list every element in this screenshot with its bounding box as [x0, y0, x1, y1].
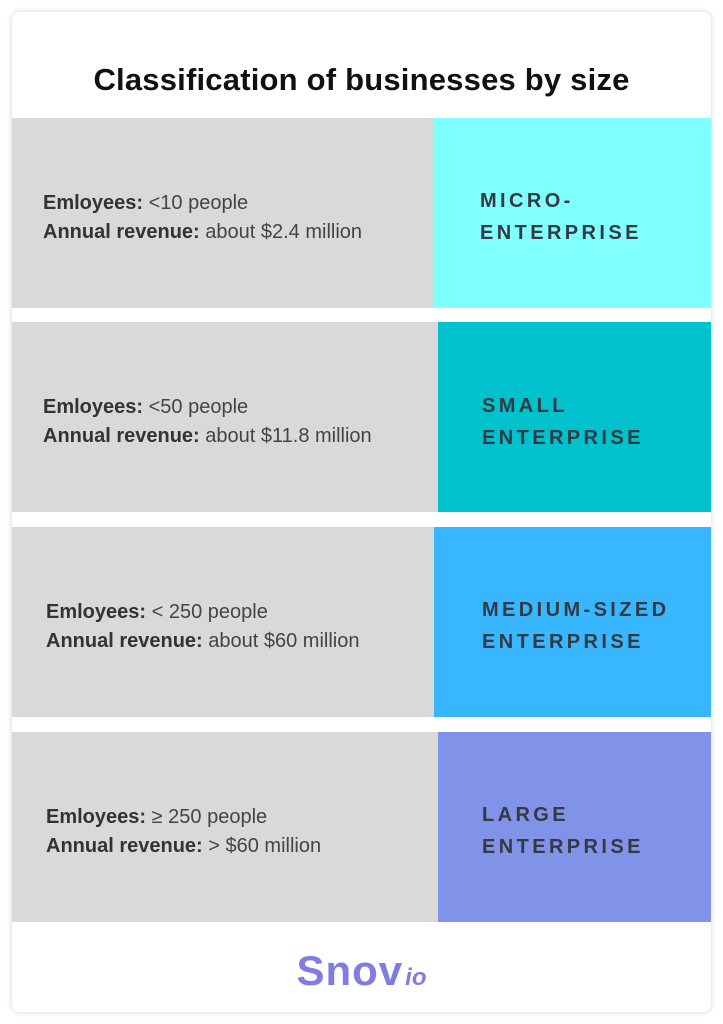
- employees-line: Emloyees: <50 people: [43, 393, 372, 422]
- revenue-label: Annual revenue:: [43, 425, 200, 447]
- page-title: Classification of businesses by size: [93, 62, 630, 97]
- row-micro-enterprise: Emloyees: <10 people Annual revenue: abo…: [12, 118, 711, 308]
- employees-line: Emloyees: < 250 people: [46, 598, 359, 627]
- size-label-panel: SMALL ENTERPRISE: [438, 322, 711, 512]
- revenue-line: Annual revenue: about $60 million: [46, 627, 359, 656]
- size-name: MICRO- ENTERPRISE: [480, 190, 642, 244]
- row-info: Emloyees: <10 people Annual revenue: abo…: [12, 118, 434, 308]
- revenue-value: about $2.4 million: [205, 221, 363, 243]
- logo-sub-text: io: [405, 964, 427, 991]
- snovio-logo: Snovio: [12, 947, 711, 995]
- revenue-line: Annual revenue: about $2.4 million: [43, 218, 362, 247]
- revenue-line: Annual revenue: > $60 million: [46, 832, 321, 861]
- size-label-panel: LARGE ENTERPRISE: [438, 732, 711, 922]
- row-large-enterprise: Emloyees: ≥ 250 people Annual revenue: >…: [12, 732, 711, 922]
- revenue-label: Annual revenue:: [46, 630, 203, 652]
- revenue-value: > $60 million: [208, 835, 322, 857]
- employees-label: Emloyees:: [46, 601, 147, 623]
- employees-label: Emloyees:: [43, 396, 144, 418]
- employees-line: Emloyees: <10 people: [43, 189, 362, 218]
- revenue-label: Annual revenue:: [46, 835, 203, 857]
- logo-main-text: Snov: [296, 947, 404, 994]
- revenue-label: Annual revenue:: [43, 221, 200, 243]
- size-name: LARGE ENTERPRISE: [482, 804, 644, 858]
- row-info: Emloyees: <50 people Annual revenue: abo…: [12, 322, 438, 512]
- employees-value: <50 people: [148, 396, 249, 418]
- size-label-panel: MEDIUM-SIZED ENTERPRISE: [434, 527, 711, 717]
- size-name: MEDIUM-SIZED ENTERPRISE: [482, 599, 670, 653]
- size-label-panel: MICRO- ENTERPRISE: [434, 118, 711, 308]
- row-small-enterprise: Emloyees: <50 people Annual revenue: abo…: [12, 322, 711, 512]
- row-medium-sized-enterprise: Emloyees: < 250 people Annual revenue: a…: [12, 527, 711, 717]
- employees-label: Emloyees:: [43, 192, 144, 214]
- revenue-value: about $60 million: [208, 630, 360, 652]
- infographic-card: Classification of businesses by size Eml…: [12, 12, 711, 1012]
- row-info: Emloyees: ≥ 250 people Annual revenue: >…: [12, 732, 438, 922]
- employees-line: Emloyees: ≥ 250 people: [46, 803, 321, 832]
- revenue-line: Annual revenue: about $11.8 million: [43, 422, 372, 451]
- employees-value: <10 people: [148, 192, 249, 214]
- size-name: SMALL ENTERPRISE: [482, 395, 644, 449]
- employees-value: < 250 people: [151, 601, 268, 623]
- employees-value: ≥ 250 people: [151, 806, 268, 828]
- row-info: Emloyees: < 250 people Annual revenue: a…: [12, 527, 434, 717]
- revenue-value: about $11.8 million: [205, 425, 372, 447]
- employees-label: Emloyees:: [46, 806, 147, 828]
